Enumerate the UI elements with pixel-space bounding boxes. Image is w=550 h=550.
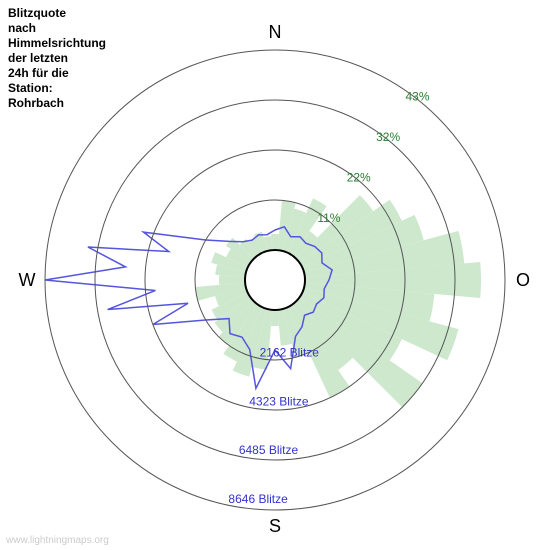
compass-label-n: N bbox=[269, 22, 282, 42]
watermark: www.lightningmaps.org bbox=[6, 535, 109, 546]
percent-label: 32% bbox=[376, 130, 400, 144]
percent-label: 22% bbox=[347, 170, 371, 184]
blitze-label: 2162 Blitze bbox=[260, 345, 320, 359]
bars-layer bbox=[195, 195, 481, 407]
blitze-label: 8646 Blitze bbox=[228, 492, 288, 506]
percent-label: 11% bbox=[317, 211, 340, 225]
percent-label: 43% bbox=[405, 89, 429, 103]
blitze-label: 6485 Blitze bbox=[239, 443, 299, 457]
compass-label-s: S bbox=[269, 516, 281, 536]
compass-label-e: O bbox=[516, 270, 530, 290]
hub-circle bbox=[245, 250, 305, 310]
blitze-label: 4323 Blitze bbox=[249, 394, 309, 408]
bar-sector bbox=[271, 234, 279, 250]
compass-label-w: W bbox=[19, 270, 36, 290]
chart-title: BlitzquotenachHimmelsrichtungder letzten… bbox=[8, 6, 106, 111]
bar-sector bbox=[271, 310, 279, 326]
